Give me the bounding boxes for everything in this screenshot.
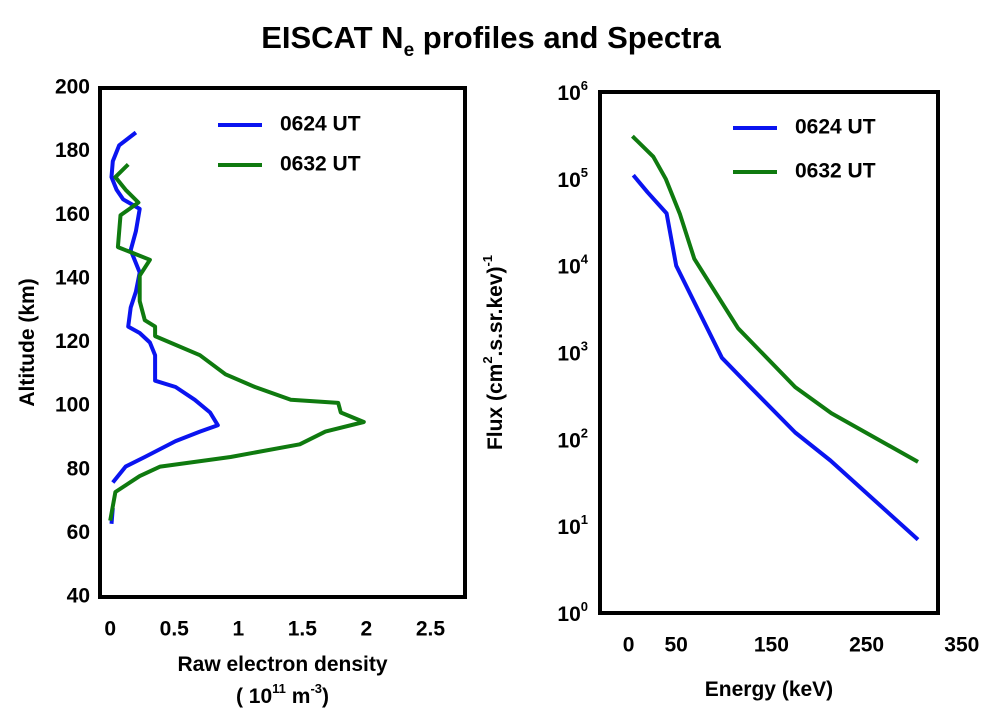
- series-line: [631, 173, 920, 542]
- y-tick-label: 105: [557, 165, 588, 192]
- series-line: [630, 134, 919, 464]
- y-axis-label: Flux (cm2.s.sr.kev)-1: [480, 255, 507, 450]
- x-tick-label: 150: [754, 634, 789, 657]
- x-tick-label: 2.5: [416, 618, 446, 641]
- x-axis-label: Energy (keV): [705, 678, 833, 701]
- x-tick-label: 1: [232, 618, 244, 641]
- text-part: -1: [480, 255, 495, 267]
- text-part: .s.sr.kev): [484, 267, 507, 357]
- text-part: Energy (keV): [705, 678, 833, 701]
- legend-label: 0632 UT: [795, 160, 876, 183]
- text-part: 4: [581, 252, 589, 267]
- legend-label: 0624 UT: [795, 116, 876, 139]
- y-tick-label: 200: [55, 76, 90, 99]
- text-part: 10: [557, 516, 580, 539]
- text-part: Flux (cm: [484, 364, 507, 450]
- text-part: 2: [581, 425, 588, 440]
- x-tick-label: 0.5: [160, 618, 190, 641]
- text-part: 10: [557, 342, 580, 365]
- text-part: 10: [557, 255, 580, 278]
- text-part: 0: [581, 599, 588, 614]
- series-line: [108, 162, 366, 521]
- legend-label: 0632 UT: [280, 153, 361, 176]
- text-part: profiles and Spectra: [414, 20, 721, 55]
- x-tick-label: 350: [944, 634, 979, 657]
- legend-label: 0624 UT: [280, 113, 361, 136]
- text-part: 10: [557, 429, 580, 452]
- plot-area: [108, 130, 366, 524]
- y-tick-label: 160: [55, 203, 90, 226]
- y-tick-label: 104: [557, 252, 588, 279]
- text-part: 10: [557, 603, 580, 626]
- text-part: 3: [581, 338, 588, 353]
- y-tick-label: 120: [55, 330, 90, 353]
- text-part: 10: [557, 168, 580, 191]
- text-part: 2: [480, 356, 495, 363]
- text-part: 11: [272, 681, 286, 696]
- text-part: m: [286, 685, 311, 708]
- y-tick-label: 100: [557, 599, 588, 626]
- x-tick-label: 250: [849, 634, 884, 657]
- text-part: 10: [557, 82, 580, 105]
- figure-title: EISCAT Ne profiles and Spectra: [261, 20, 721, 60]
- y-tick-label: 80: [67, 457, 90, 480]
- plot-frame: [598, 90, 940, 615]
- text-part: e: [404, 40, 415, 61]
- text-part: 5: [581, 165, 588, 180]
- plot-frame: [98, 86, 467, 599]
- y-tick-label: 140: [55, 266, 90, 289]
- y-tick-label: 106: [557, 78, 588, 105]
- y-axis-label: Altitude (km): [16, 278, 39, 406]
- text-part: EISCAT N: [261, 20, 403, 55]
- plot-area: [630, 134, 920, 542]
- text-part: ): [322, 685, 329, 708]
- y-tick-label: 103: [557, 338, 588, 365]
- y-tick-label: 60: [67, 521, 90, 544]
- text-part: -3: [310, 681, 322, 696]
- x-axis-unit: ( 1011 m-3): [236, 681, 329, 708]
- text-part: ( 10: [236, 685, 272, 708]
- y-tick-label: 101: [557, 512, 588, 539]
- y-tick-label: 40: [67, 585, 90, 608]
- x-tick-label: 0: [623, 634, 635, 657]
- x-tick-label: 0: [104, 618, 116, 641]
- x-tick-label: 2: [361, 618, 373, 641]
- x-tick-label: 50: [664, 634, 687, 657]
- text-part: 6: [581, 78, 588, 93]
- text-part: 1: [581, 512, 588, 527]
- text-part: Raw electron density: [177, 653, 387, 676]
- x-axis-label: Raw electron density: [177, 653, 387, 676]
- text-part: Altitude (km): [16, 278, 39, 406]
- y-tick-label: 180: [55, 139, 90, 162]
- y-tick-label: 102: [557, 425, 588, 452]
- y-tick-label: 100: [55, 394, 90, 417]
- x-tick-label: 1.5: [288, 618, 318, 641]
